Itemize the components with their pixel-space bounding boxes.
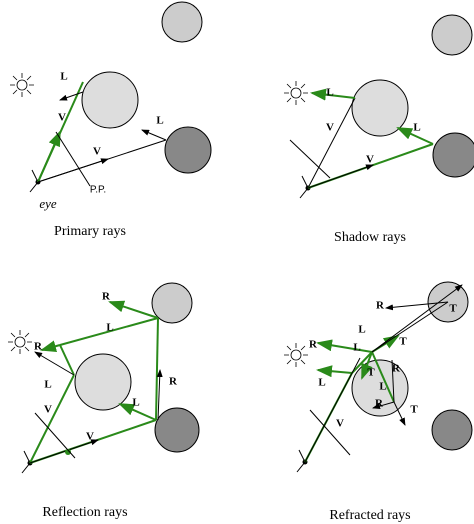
ray [29,374,75,464]
label: L [132,397,139,409]
sphere [151,282,193,324]
label: L [318,377,325,389]
caption: Shadow rays [334,230,406,245]
sphere [432,132,474,178]
ray [307,164,374,189]
label: R [102,291,111,303]
label: V [86,431,94,443]
label: L [353,342,360,354]
label: R [309,339,318,351]
label: T [449,303,457,315]
sphere [81,71,139,129]
label: V [58,112,66,124]
sphere [431,14,473,56]
ray [371,284,463,353]
panel-refracted: R T L T R L T R L R T L V Refracted rays [283,281,473,523]
label: R [34,341,43,353]
ray [59,344,75,376]
label: R [376,300,385,312]
picture-plane [55,131,91,187]
ray [393,401,406,426]
panel-reflection: R L R L V L R V Reflection rays [7,282,200,520]
ray [351,351,373,374]
picture-plane [289,139,331,179]
label: R [392,363,401,375]
ray [371,351,395,403]
label: L [326,87,333,99]
ray [371,301,449,353]
sphere [431,409,473,451]
ray [396,127,434,145]
label: L [358,324,365,336]
hit-point [65,449,71,455]
caption: Primary rays [54,224,126,239]
label: T [367,367,375,379]
ray [141,129,167,141]
label: R [169,376,178,388]
panel-shadow: L V L V Shadow rays [283,14,474,245]
ray [108,300,159,319]
sphere [154,407,200,453]
ray [40,340,61,353]
ray [37,130,61,183]
ray [391,359,395,403]
light [283,342,309,368]
label: T [399,336,407,348]
light [7,329,33,355]
label: V [44,404,52,416]
label: L [44,379,51,391]
light [283,80,309,106]
sphere [74,353,132,411]
label: V [93,146,101,158]
ray [316,339,373,353]
label: R [375,398,384,410]
label: eye [39,196,57,211]
ray [59,91,84,101]
ray [59,317,159,346]
light [9,72,35,98]
sphere [164,126,212,174]
ray [34,351,75,376]
picture-plane [34,412,76,459]
label: V [336,418,344,430]
ray [29,439,99,464]
label: P.P. [90,185,106,196]
ray [372,401,395,409]
ray [155,317,159,421]
caption: Reflection rays [42,505,127,520]
sphere [351,79,409,137]
label: L [379,381,386,393]
ray [310,88,356,101]
label: L [413,122,420,134]
ray [316,365,353,378]
label: V [366,154,374,166]
label: L [60,71,67,83]
ray [385,301,449,311]
label: V [326,122,334,134]
label: T [410,404,418,416]
label: L [156,115,163,127]
ray [37,158,109,183]
panel-primary: L V L V P.P. eye Primary rays [9,1,212,239]
sphere [161,1,203,43]
ray [361,351,373,380]
ray [307,97,356,189]
caption: Refracted rays [329,508,410,523]
ray [118,403,157,421]
ray [156,369,163,421]
ray [304,357,361,463]
label: L [106,322,113,334]
picture-plane [309,409,351,456]
